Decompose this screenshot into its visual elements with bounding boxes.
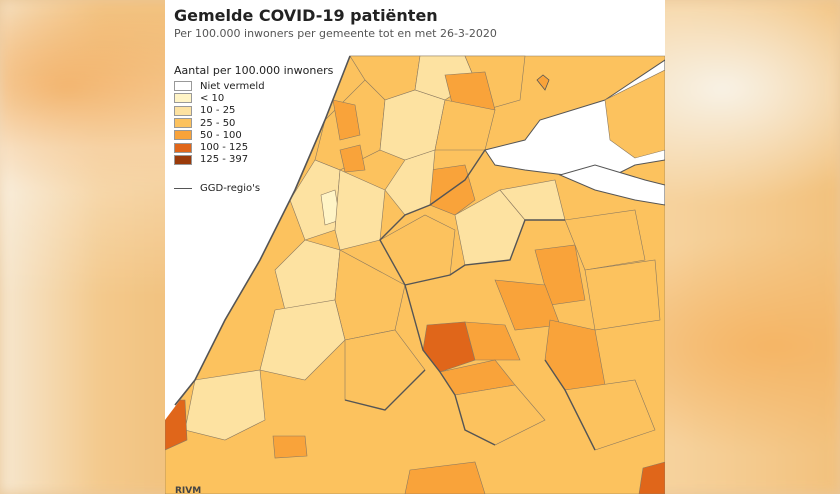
water-body bbox=[558, 164, 665, 206]
municipality bbox=[332, 99, 361, 141]
water-body bbox=[536, 74, 550, 91]
municipality bbox=[422, 321, 476, 373]
legend-item: 100 - 125 bbox=[174, 141, 333, 153]
legend-swatch bbox=[174, 130, 192, 141]
legend-swatch bbox=[174, 154, 192, 165]
legend-label: < 10 bbox=[200, 92, 225, 104]
map-panel: Gemelde COVID-19 patiënten Per 100.000 i… bbox=[165, 0, 665, 494]
ggd-border bbox=[344, 369, 426, 411]
municipality bbox=[638, 461, 665, 494]
legend-title: Aantal per 100.000 inwoners bbox=[174, 64, 334, 77]
municipality bbox=[272, 435, 308, 459]
legend-label: 100 - 125 bbox=[200, 142, 249, 154]
legend-item: 25 - 50 bbox=[174, 117, 333, 129]
municipality bbox=[334, 169, 386, 251]
ggd-border bbox=[404, 284, 496, 446]
blurred-side-overlay bbox=[0, 0, 165, 494]
legend-swatch bbox=[174, 93, 192, 104]
legend-ggd-item: GGD-regio's bbox=[174, 183, 333, 194]
land-area bbox=[604, 69, 665, 159]
legend-item: < 10 bbox=[174, 92, 333, 104]
municipality bbox=[339, 144, 366, 173]
legend-item: 10 - 25 bbox=[174, 105, 333, 117]
ggd-border bbox=[174, 55, 351, 406]
choropleth-map bbox=[165, 55, 665, 494]
legend-item: 125 - 397 bbox=[174, 154, 333, 166]
legend-label: 25 - 50 bbox=[200, 117, 236, 129]
legend-ggd-label: GGD-regio's bbox=[200, 183, 261, 195]
municipality bbox=[464, 321, 521, 361]
water-body bbox=[484, 59, 665, 186]
page-title: Gemelde COVID-19 patiënten bbox=[174, 6, 438, 25]
municipality bbox=[259, 299, 346, 381]
legend-swatch bbox=[174, 81, 192, 92]
municipality bbox=[564, 209, 646, 271]
legend-swatch bbox=[174, 142, 192, 153]
legend-label: Niet vermeld bbox=[200, 80, 265, 92]
page-subtitle: Per 100.000 inwoners per gemeente tot en… bbox=[174, 27, 497, 40]
ggd-line-icon bbox=[174, 188, 192, 190]
legend-label: 10 - 25 bbox=[200, 105, 236, 117]
source-logo: RIVM bbox=[175, 486, 202, 494]
legend-swatch bbox=[174, 105, 192, 116]
legend-item: Niet vermeld bbox=[174, 80, 333, 92]
legend: Aantal per 100.000 inwoners Niet vermeld… bbox=[174, 64, 333, 194]
legend-label: 125 - 397 bbox=[200, 154, 249, 166]
legend-label: 50 - 100 bbox=[200, 129, 242, 141]
sea bbox=[165, 56, 350, 420]
municipality bbox=[184, 369, 266, 441]
municipality bbox=[404, 461, 486, 494]
legend-item: 50 - 100 bbox=[174, 129, 333, 141]
ggd-border bbox=[544, 359, 596, 451]
legend-swatch bbox=[174, 118, 192, 129]
municipality bbox=[584, 259, 661, 331]
